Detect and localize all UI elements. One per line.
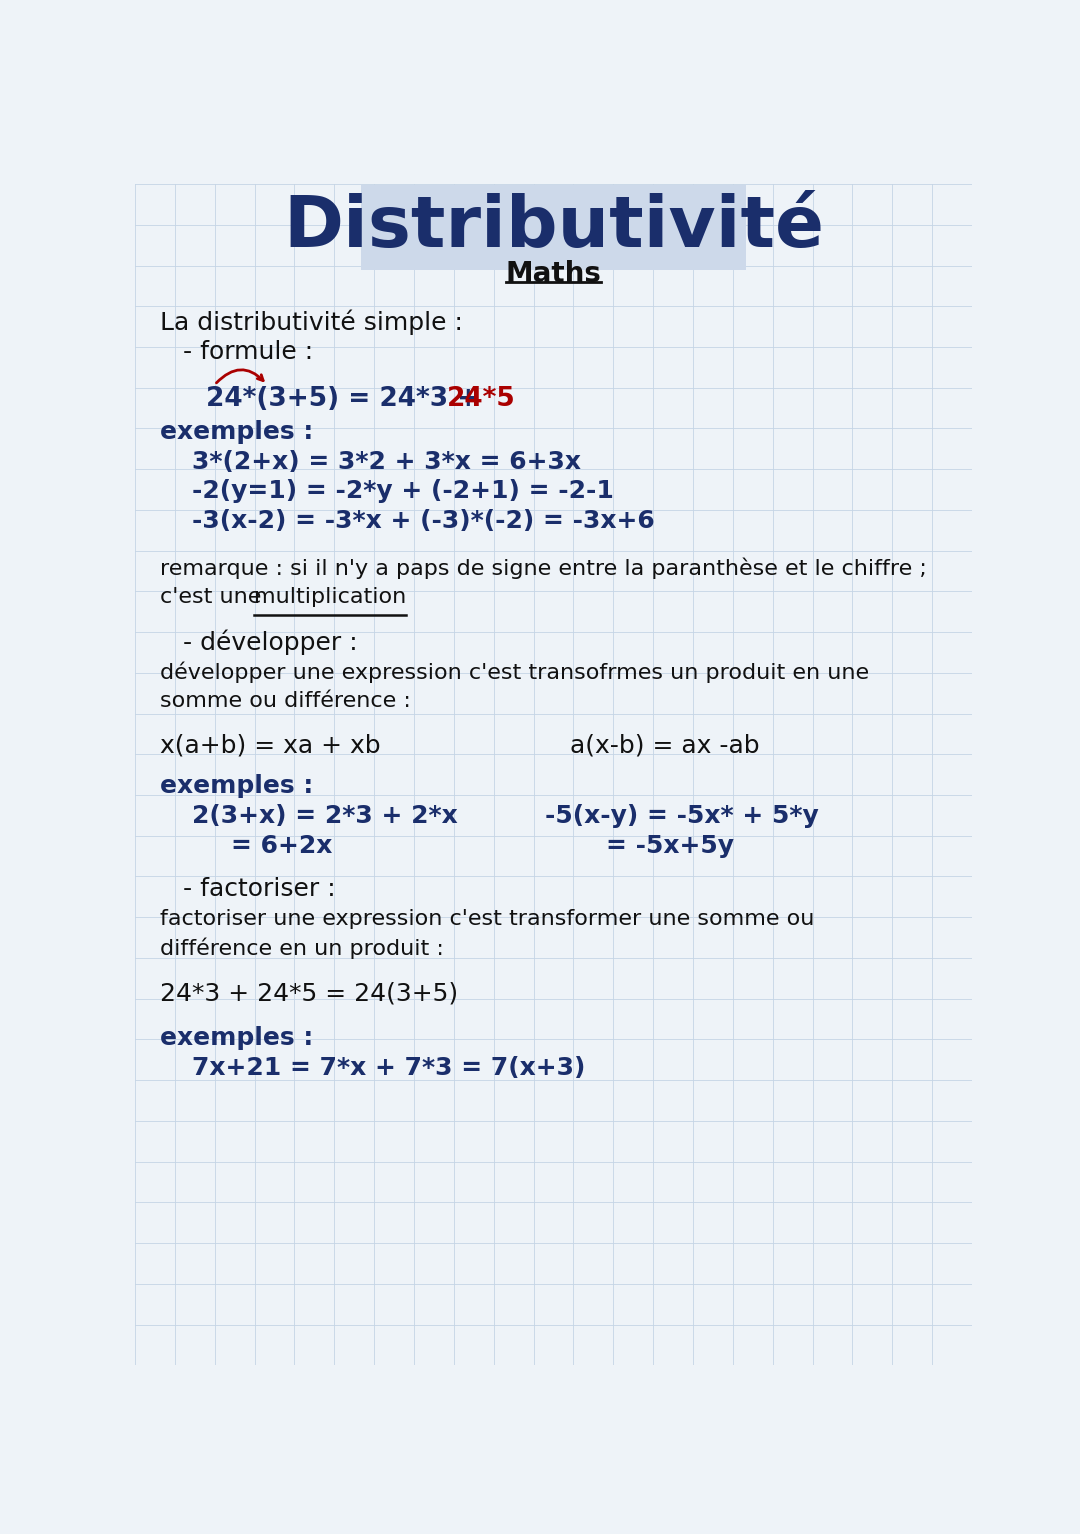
Text: 3*(2+x) = 3*2 + 3*x = 6+3x: 3*(2+x) = 3*2 + 3*x = 6+3x (192, 449, 581, 474)
Text: -3(x-2) = -3*x + (-3)*(-2) = -3x+6: -3(x-2) = -3*x + (-3)*(-2) = -3x+6 (192, 509, 654, 532)
Text: multiplication: multiplication (254, 588, 406, 607)
Text: - développer :: - développer : (175, 629, 357, 655)
Text: exemples :: exemples : (160, 775, 313, 799)
Text: 24*5: 24*5 (447, 387, 516, 413)
Text: a(x-b) = ax -ab: a(x-b) = ax -ab (570, 733, 760, 758)
Text: 7x+21 = 7*x + 7*3 = 7(x+3): 7x+21 = 7*x + 7*3 = 7(x+3) (192, 1055, 585, 1080)
Text: - formule :: - formule : (175, 341, 313, 364)
Text: 24*(3+5) = 24*3 +: 24*(3+5) = 24*3 + (206, 387, 488, 413)
FancyBboxPatch shape (361, 186, 746, 270)
Text: = 6+2x: = 6+2x (231, 833, 333, 858)
Text: Maths: Maths (505, 259, 602, 288)
Text: exemples :: exemples : (160, 420, 313, 445)
Text: somme ou différence :: somme ou différence : (160, 692, 411, 712)
Text: c'est une: c'est une (160, 588, 269, 607)
Text: développer une expression c'est transofrmes un produit en une: développer une expression c'est transofr… (160, 661, 869, 683)
Text: La distributivité simple :: La distributivité simple : (160, 310, 463, 334)
Text: Distributivité: Distributivité (283, 193, 824, 262)
Text: -5(x-y) = -5x* + 5*y: -5(x-y) = -5x* + 5*y (545, 804, 819, 828)
Text: -2(y=1) = -2*y + (-2+1) = -2-1: -2(y=1) = -2*y + (-2+1) = -2-1 (192, 479, 613, 503)
Text: - factoriser :: - factoriser : (175, 877, 336, 902)
Text: 24*3 + 24*5 = 24(3+5): 24*3 + 24*5 = 24(3+5) (160, 982, 458, 1005)
Text: exemples :: exemples : (160, 1026, 313, 1051)
Text: différence en un produit :: différence en un produit : (160, 937, 444, 959)
Text: 2(3+x) = 2*3 + 2*x: 2(3+x) = 2*3 + 2*x (192, 804, 458, 828)
Text: factoriser une expression c'est transformer une somme ou: factoriser une expression c'est transfor… (160, 908, 814, 928)
Text: x(a+b) = xa + xb: x(a+b) = xa + xb (160, 733, 381, 758)
Text: remarque : si il n'y a paps de signe entre la paranthèse et le chiffre ;: remarque : si il n'y a paps de signe ent… (160, 557, 927, 578)
Text: = -5x+5y: = -5x+5y (606, 833, 734, 858)
